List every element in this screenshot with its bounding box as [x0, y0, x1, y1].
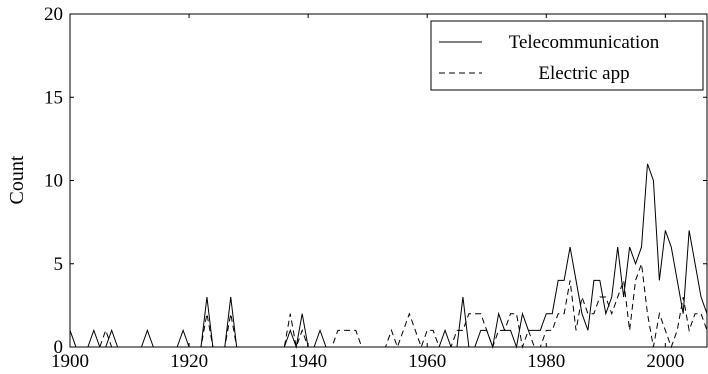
legend-box: [430, 20, 704, 91]
y-tick-label: 5: [54, 254, 64, 275]
series-line-electric-app: [70, 263, 708, 349]
plot-lines: [69, 163, 708, 349]
x-tick-label: 2000: [646, 351, 684, 372]
x-tick-label: 1940: [289, 351, 327, 372]
x-tick-label: 1920: [170, 351, 208, 372]
axis-ticks: [69, 13, 707, 348]
y-tick-label: 15: [44, 87, 63, 108]
legend-entry-label: Electric app: [538, 63, 629, 84]
series-line-telecommunication: [69, 163, 708, 349]
y-axis-title: Count: [6, 155, 28, 204]
y-tick-label: 10: [44, 171, 63, 192]
x-axis-tick-labels: 1900 1920 1940 1960 1980 2000: [51, 351, 684, 372]
y-tick-label: 20: [44, 4, 63, 25]
legend: Telecommunication Electric app: [430, 20, 704, 91]
y-axis-tick-labels: 0 5 10 15 20: [44, 4, 63, 358]
x-tick-label: 1960: [408, 351, 446, 372]
y-tick-label: 0: [54, 337, 64, 358]
x-tick-label: 1980: [527, 351, 565, 372]
x-tick-label: 1900: [51, 351, 89, 372]
legend-entry-label: Telecommunication: [509, 32, 660, 53]
